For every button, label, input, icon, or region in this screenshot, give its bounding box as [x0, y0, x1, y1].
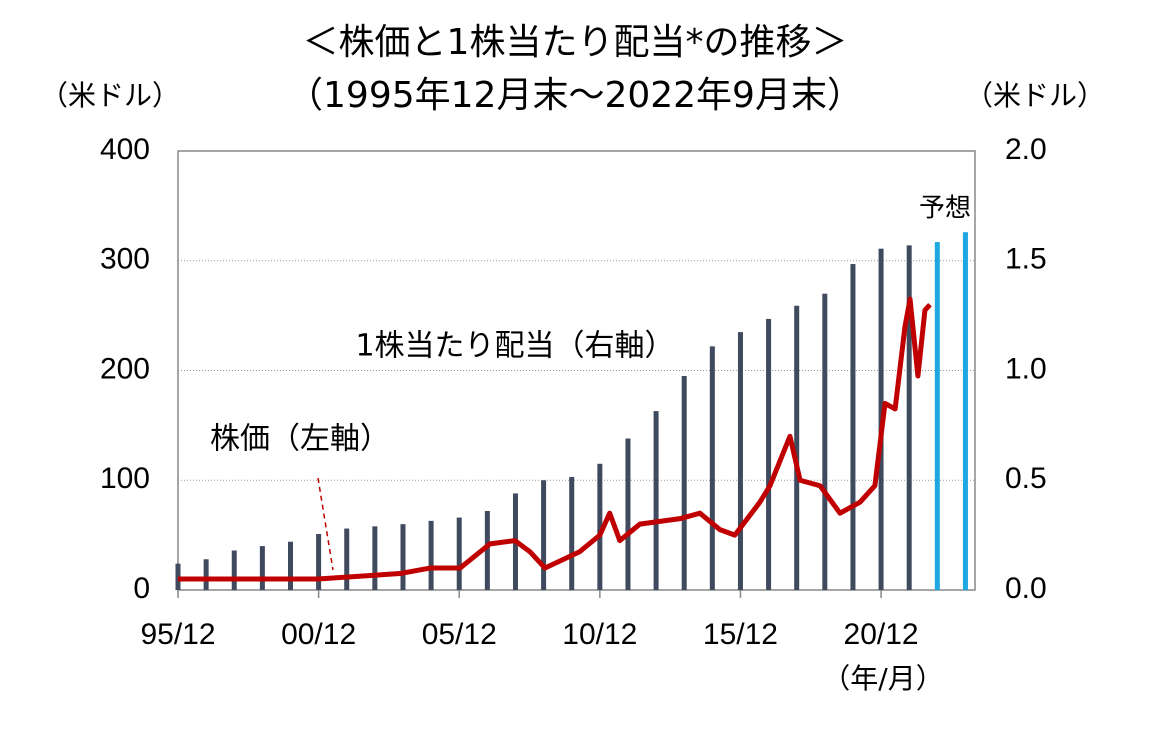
- bar: [681, 375, 687, 590]
- chart-title: ＜株価と1株当たり配当*の推移＞: [303, 22, 848, 63]
- plot-frame: [177, 150, 976, 591]
- bar: [344, 528, 350, 590]
- bar: [231, 550, 237, 590]
- x-tick-label: 10/12: [562, 618, 637, 651]
- bar: [372, 526, 378, 590]
- bar: [794, 305, 800, 590]
- y-tick-label: 200: [100, 352, 150, 385]
- y2-tick-label: 0.5: [1005, 462, 1047, 495]
- bar: [850, 264, 856, 590]
- chart-subtitle: （1995年12月末～2022年9月末）: [287, 75, 863, 116]
- bar: [428, 520, 434, 590]
- bar: [737, 332, 743, 590]
- series-label: 予想: [919, 194, 971, 224]
- y-tick-label: 100: [100, 462, 150, 495]
- price-line: [178, 296, 932, 582]
- bar: [569, 476, 575, 590]
- bar: [934, 242, 940, 590]
- y2-tick-label: 1.0: [1005, 352, 1047, 385]
- bar: [287, 541, 293, 590]
- y-tick-label: 300: [100, 243, 150, 276]
- bar: [456, 517, 462, 590]
- bar: [625, 438, 631, 590]
- bar: [766, 318, 772, 590]
- y2-tick-label: 2.0: [1005, 133, 1047, 166]
- x-tick-label: 20/12: [844, 618, 919, 651]
- bar: [203, 559, 209, 590]
- bar: [822, 293, 828, 590]
- x-tick-label: 95/12: [140, 618, 215, 651]
- y-axis-label: （米ドル）: [40, 79, 180, 112]
- leader-line: [317, 477, 334, 571]
- bar: [400, 524, 406, 590]
- y-tick-label: 400: [100, 133, 150, 166]
- x-axis-label: （年/月）: [822, 662, 943, 695]
- x-tick-label: 15/12: [703, 618, 778, 651]
- bar: [962, 232, 968, 590]
- bar: [259, 546, 265, 590]
- bar: [597, 463, 603, 590]
- bar: [906, 245, 912, 590]
- y2-axis-label: （米ドル）: [965, 79, 1105, 112]
- series-label: 1株当たり配当（右軸）: [355, 329, 674, 364]
- bar: [653, 411, 659, 590]
- x-tick-label: 00/12: [281, 618, 356, 651]
- bar: [316, 534, 322, 590]
- x-tick-label: 05/12: [422, 618, 497, 651]
- y2-tick-label: 0.0: [1005, 572, 1047, 605]
- bar: [709, 346, 715, 590]
- series-label: 株価（左軸）: [210, 422, 390, 457]
- y-tick-label: 0: [133, 572, 150, 605]
- y2-tick-label: 1.5: [1005, 243, 1047, 276]
- bar: [541, 480, 547, 590]
- bar: [484, 510, 490, 590]
